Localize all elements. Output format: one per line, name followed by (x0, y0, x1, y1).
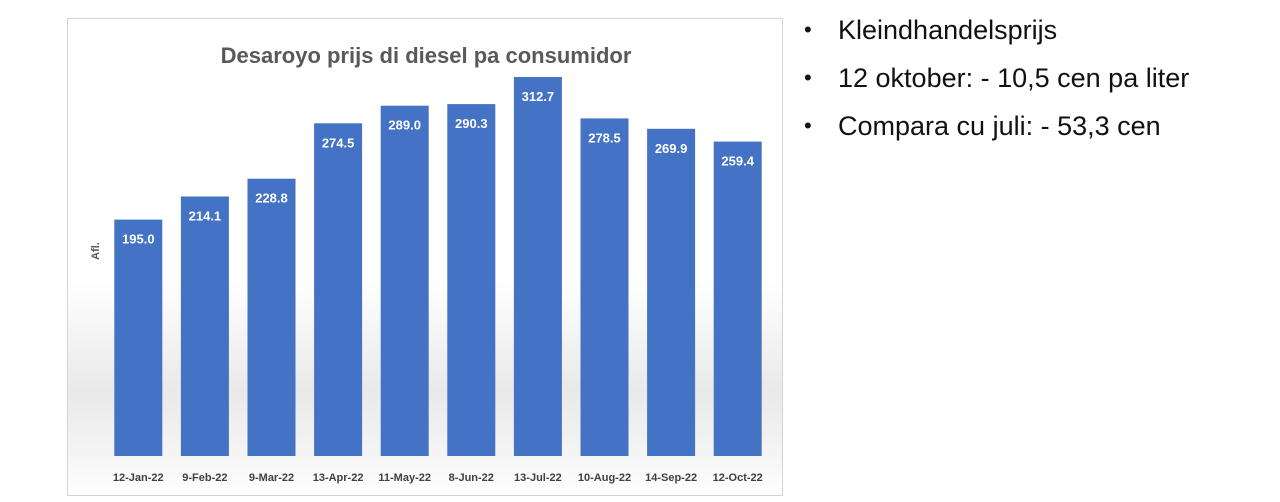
x-tick-label: 12-Jan-22 (113, 472, 164, 484)
bullet-list: • Kleindhandelsprijs • 12 oktober: - 10,5 … (800, 6, 1270, 150)
bar-9-Feb-22 (180, 196, 229, 456)
bullet-item: • Compara cu juli: - 53,3 cen (800, 102, 1270, 150)
chart-title: Desaroyo prijs di diesel pa consumidor (221, 43, 632, 68)
x-tick-label: 9-Mar-22 (249, 472, 294, 484)
bullet-item: • Kleindhandelsprijs (800, 6, 1270, 54)
bar-13-Apr-22 (314, 123, 363, 457)
value-label: 214.1 (189, 209, 222, 224)
x-tick-label: 9-Feb-22 (182, 472, 227, 484)
x-tick-label: 14-Sep-22 (645, 472, 697, 484)
bullet-text: 12 oktober: - 10,5 cen pa liter (838, 63, 1190, 93)
value-label: 278.5 (588, 130, 621, 145)
x-tick-labels: 12-Jan-22 9-Feb-22 9-Mar-22 13-Apr-22 11-May… (113, 472, 763, 484)
bar-12-Oct-22 (713, 141, 762, 456)
y-axis-label: Afl. (90, 242, 102, 260)
bar-10-Aug-22 (580, 118, 629, 457)
bullet-text: Compara cu juli: - 53,3 cen (838, 111, 1161, 141)
bars (114, 77, 762, 457)
x-tick-label: 11-May-22 (378, 472, 431, 484)
bullet-icon: • (804, 113, 812, 138)
x-tick-label: 10-Aug-22 (578, 472, 631, 484)
value-label: 259.4 (721, 154, 754, 169)
value-label: 274.5 (322, 135, 355, 150)
bar-11-May-22 (380, 105, 429, 456)
bullet-item: • 12 oktober: - 10,5 cen pa liter (800, 54, 1270, 102)
value-label: 195.0 (122, 232, 155, 247)
bar-12-Jan-22 (114, 219, 163, 456)
x-tick-label: 12-Oct-22 (713, 472, 763, 484)
value-label: 228.8 (255, 191, 288, 206)
value-label: 269.9 (655, 141, 688, 156)
bar-14-Sep-22 (647, 128, 696, 457)
value-label: 289.0 (388, 118, 421, 133)
bullet-text: Kleindhandelsprijs (838, 15, 1058, 45)
bar-8-Jun-22 (447, 104, 496, 456)
bullet-icon: • (804, 65, 812, 90)
bullet-icon: • (804, 17, 812, 42)
value-label: 312.7 (522, 89, 555, 104)
bar-13-Jul-22 (513, 77, 562, 456)
x-tick-label: 13-Apr-22 (313, 472, 364, 484)
x-tick-label: 8-Jun-22 (449, 472, 494, 484)
value-labels: 195.0 214.1 228.8 274.5 289.0 290.3 312.7 278.5… (122, 89, 755, 247)
bar-9-Mar-22 (247, 178, 296, 456)
value-label: 290.3 (455, 116, 488, 131)
x-tick-label: 13-Jul-22 (514, 472, 562, 484)
chart-frame: Desaroyo prijs di diesel pa consumidor A… (67, 18, 783, 496)
bar-chart: Desaroyo prijs di diesel pa consumidor A… (90, 43, 763, 484)
